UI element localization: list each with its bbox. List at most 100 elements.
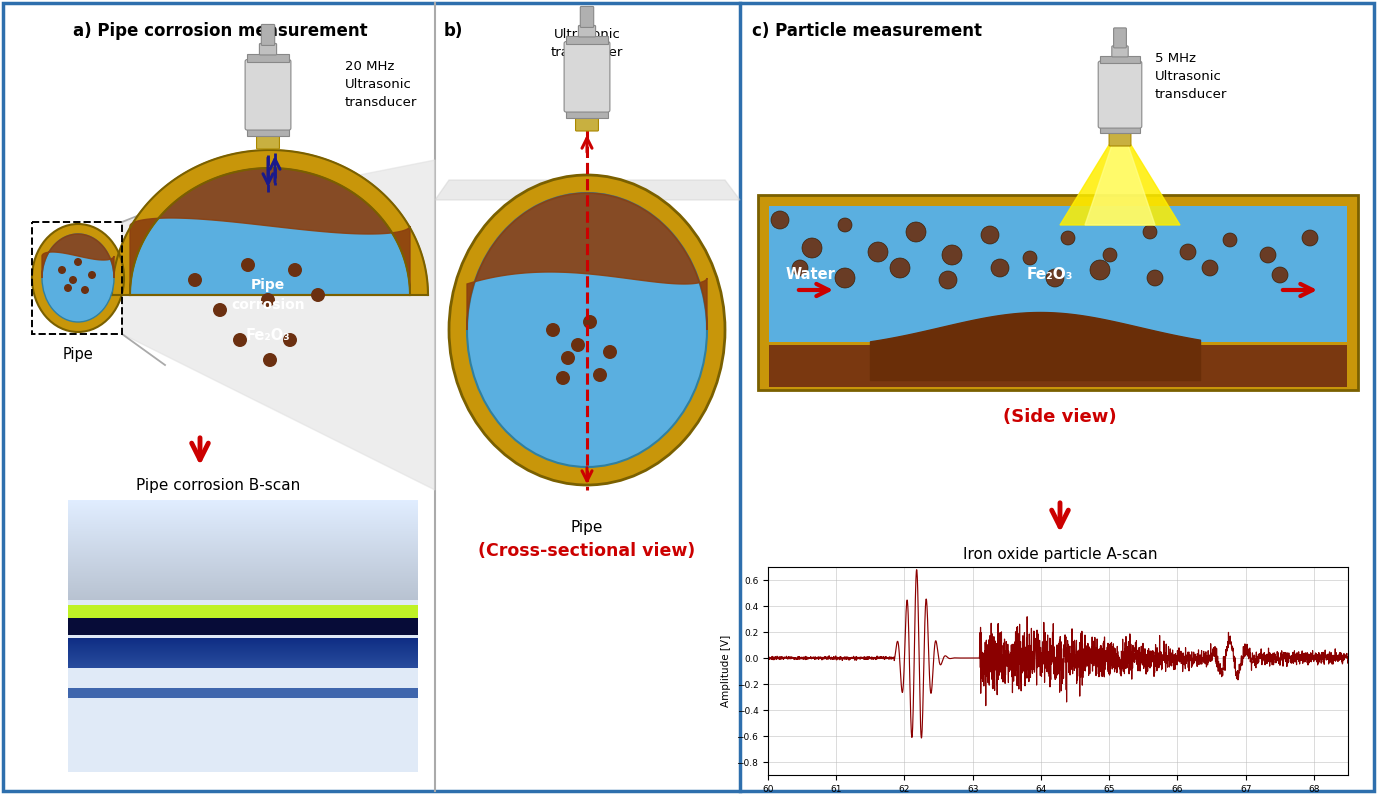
Circle shape bbox=[1062, 231, 1075, 245]
Polygon shape bbox=[112, 150, 428, 295]
Polygon shape bbox=[1085, 145, 1155, 225]
Text: corrosion: corrosion bbox=[231, 298, 304, 312]
FancyBboxPatch shape bbox=[768, 206, 1347, 342]
Text: (Cross-sectional view): (Cross-sectional view) bbox=[478, 542, 695, 560]
Circle shape bbox=[288, 263, 302, 277]
Circle shape bbox=[58, 266, 66, 274]
Circle shape bbox=[906, 222, 925, 242]
Text: a) Pipe corrosion measurement: a) Pipe corrosion measurement bbox=[73, 22, 368, 40]
Text: Fe₂O₃: Fe₂O₃ bbox=[1027, 267, 1073, 282]
Text: Pipe: Pipe bbox=[62, 347, 94, 362]
Ellipse shape bbox=[467, 193, 706, 467]
Circle shape bbox=[1303, 230, 1318, 246]
Ellipse shape bbox=[43, 234, 114, 322]
Circle shape bbox=[69, 276, 77, 284]
Circle shape bbox=[834, 268, 855, 288]
FancyBboxPatch shape bbox=[3, 3, 1374, 791]
Text: Iron oxide particle A-scan: Iron oxide particle A-scan bbox=[963, 547, 1157, 562]
Circle shape bbox=[1103, 248, 1117, 262]
FancyBboxPatch shape bbox=[1100, 126, 1140, 133]
Circle shape bbox=[556, 371, 570, 385]
Circle shape bbox=[233, 333, 246, 347]
Circle shape bbox=[63, 284, 72, 292]
Circle shape bbox=[560, 351, 576, 365]
Circle shape bbox=[801, 238, 822, 258]
FancyBboxPatch shape bbox=[578, 25, 596, 37]
Circle shape bbox=[1223, 233, 1237, 247]
Circle shape bbox=[1202, 260, 1219, 276]
Circle shape bbox=[1260, 247, 1276, 263]
Circle shape bbox=[1180, 244, 1197, 260]
Text: c) Particle measurement: c) Particle measurement bbox=[752, 22, 982, 40]
Polygon shape bbox=[435, 180, 739, 200]
Text: Ultrasonic: Ultrasonic bbox=[346, 78, 412, 91]
Circle shape bbox=[980, 226, 998, 244]
Y-axis label: Amplitude [V]: Amplitude [V] bbox=[720, 635, 731, 707]
Circle shape bbox=[771, 211, 789, 229]
Circle shape bbox=[189, 273, 202, 287]
Polygon shape bbox=[1060, 145, 1180, 225]
Circle shape bbox=[284, 333, 297, 347]
Polygon shape bbox=[129, 168, 410, 295]
Text: transducer: transducer bbox=[1155, 88, 1227, 101]
Text: Pipe: Pipe bbox=[571, 520, 603, 535]
Circle shape bbox=[939, 271, 957, 289]
FancyBboxPatch shape bbox=[256, 135, 280, 149]
Text: b): b) bbox=[443, 22, 464, 40]
FancyBboxPatch shape bbox=[246, 128, 289, 136]
Circle shape bbox=[868, 242, 888, 262]
FancyBboxPatch shape bbox=[566, 110, 607, 118]
Circle shape bbox=[311, 288, 325, 302]
Polygon shape bbox=[467, 193, 706, 330]
FancyBboxPatch shape bbox=[246, 54, 289, 62]
FancyBboxPatch shape bbox=[1100, 56, 1140, 63]
Text: transducer: transducer bbox=[346, 96, 417, 109]
FancyBboxPatch shape bbox=[757, 195, 1358, 390]
Circle shape bbox=[1091, 260, 1110, 280]
Text: Pipe corrosion B-scan: Pipe corrosion B-scan bbox=[136, 478, 300, 493]
Circle shape bbox=[241, 258, 255, 272]
Circle shape bbox=[262, 293, 275, 307]
Text: (Side view): (Side view) bbox=[1004, 408, 1117, 426]
Circle shape bbox=[1023, 251, 1037, 265]
Circle shape bbox=[1047, 269, 1064, 287]
Text: Ultrasonic: Ultrasonic bbox=[554, 28, 621, 41]
Circle shape bbox=[213, 303, 227, 317]
Circle shape bbox=[942, 245, 963, 265]
FancyBboxPatch shape bbox=[576, 117, 599, 131]
FancyBboxPatch shape bbox=[259, 44, 277, 55]
Circle shape bbox=[582, 315, 598, 329]
FancyBboxPatch shape bbox=[245, 60, 291, 130]
Circle shape bbox=[1147, 270, 1164, 286]
Circle shape bbox=[547, 323, 560, 337]
FancyBboxPatch shape bbox=[1108, 133, 1131, 146]
Text: 5 MHz: 5 MHz bbox=[1155, 52, 1197, 65]
Text: Pipe: Pipe bbox=[251, 278, 285, 292]
FancyBboxPatch shape bbox=[1111, 46, 1128, 57]
Text: transducer: transducer bbox=[551, 46, 624, 59]
Circle shape bbox=[74, 258, 83, 266]
FancyBboxPatch shape bbox=[768, 345, 1347, 387]
FancyBboxPatch shape bbox=[262, 25, 274, 45]
Polygon shape bbox=[129, 168, 410, 295]
FancyBboxPatch shape bbox=[566, 36, 607, 44]
Circle shape bbox=[603, 345, 617, 359]
Circle shape bbox=[839, 218, 852, 232]
Polygon shape bbox=[123, 160, 435, 490]
Circle shape bbox=[571, 338, 585, 352]
Text: Fe₂O₃: Fe₂O₃ bbox=[245, 327, 291, 342]
Circle shape bbox=[1272, 267, 1287, 283]
Circle shape bbox=[88, 271, 96, 279]
FancyBboxPatch shape bbox=[580, 6, 593, 28]
Ellipse shape bbox=[32, 224, 124, 332]
Circle shape bbox=[81, 286, 90, 294]
Ellipse shape bbox=[449, 175, 726, 485]
FancyBboxPatch shape bbox=[1114, 28, 1126, 48]
Circle shape bbox=[263, 353, 277, 367]
Circle shape bbox=[1143, 225, 1157, 239]
Circle shape bbox=[890, 258, 910, 278]
Circle shape bbox=[991, 259, 1009, 277]
Text: Ultrasonic: Ultrasonic bbox=[1155, 70, 1221, 83]
Circle shape bbox=[593, 368, 607, 382]
FancyBboxPatch shape bbox=[1099, 61, 1142, 128]
